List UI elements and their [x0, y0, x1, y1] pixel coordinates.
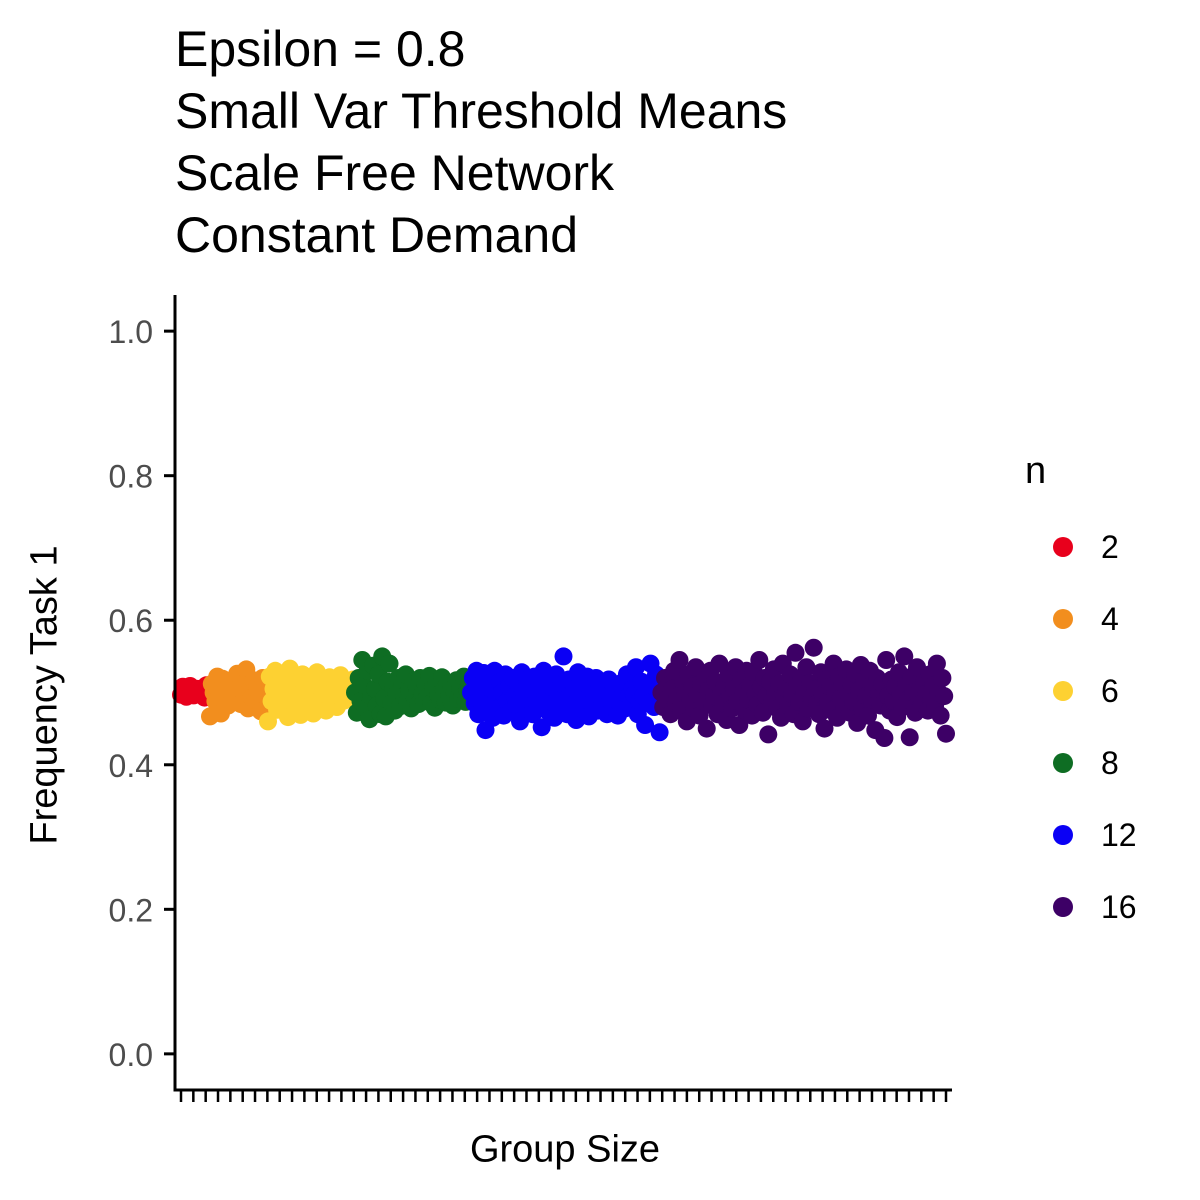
data-point — [900, 728, 919, 747]
legend: n 2 4 6 8 12 16 — [1025, 450, 1137, 943]
y-tick-label: 0.8 — [109, 459, 153, 495]
legend-label: 12 — [1101, 816, 1137, 853]
data-point — [937, 724, 955, 743]
data-point — [532, 718, 551, 737]
legend-label: 4 — [1101, 600, 1119, 637]
data-point — [730, 716, 749, 734]
legend-item: 16 — [1025, 871, 1137, 943]
data-point — [380, 654, 399, 673]
legend-key — [1053, 609, 1073, 629]
data-point — [933, 669, 952, 687]
data-point — [875, 729, 894, 747]
y-tick-label: 0.0 — [109, 1037, 153, 1073]
data-points — [172, 638, 955, 747]
legend-label: 2 — [1101, 528, 1119, 565]
legend-title: n — [1025, 450, 1047, 492]
data-point — [759, 725, 778, 744]
x-axis-label: Group Size — [469, 1128, 661, 1171]
data-point — [935, 687, 954, 706]
legend-key — [1053, 897, 1073, 917]
legend-key — [1053, 825, 1073, 845]
data-point — [815, 719, 834, 738]
y-tick-label: 0.4 — [109, 748, 153, 784]
data-point — [786, 643, 805, 662]
data-point — [859, 706, 877, 725]
legend-item: 2 — [1025, 511, 1137, 583]
title-line-2: Small Var Threshold Means — [175, 83, 788, 139]
data-point — [750, 651, 769, 669]
legend-item: 12 — [1025, 799, 1137, 871]
title-line-3: Scale Free Network — [175, 145, 615, 201]
axes: 0.0 0.2 0.4 0.6 0.8 1.0 — [109, 295, 952, 1102]
data-point — [804, 638, 823, 657]
data-point — [650, 723, 669, 742]
data-point — [895, 647, 914, 666]
y-tick-label: 0.2 — [109, 892, 153, 928]
legend-key — [1053, 753, 1073, 773]
y-tick-label: 1.0 — [109, 314, 153, 350]
legend-label: 6 — [1101, 672, 1119, 709]
data-point — [627, 658, 645, 677]
data-point — [469, 705, 488, 724]
legend-label: 16 — [1101, 888, 1137, 925]
data-point — [797, 658, 816, 677]
data-point — [636, 716, 655, 734]
legend-item: 6 — [1025, 655, 1137, 727]
legend-item: 8 — [1025, 727, 1137, 799]
data-point — [877, 651, 896, 669]
legend-key — [1053, 537, 1073, 557]
title-line-1: Epsilon = 0.8 — [175, 21, 466, 77]
y-tick-label: 0.6 — [109, 603, 153, 639]
legend-item: 4 — [1025, 583, 1137, 655]
legend-key — [1053, 681, 1073, 701]
data-point — [670, 651, 689, 669]
data-point — [697, 719, 716, 738]
data-point — [927, 654, 946, 673]
legend-label: 8 — [1101, 744, 1119, 781]
y-axis-label: Frequency Task 1 — [23, 545, 66, 845]
chart-title: Epsilon = 0.8 Small Var Threshold Means … — [175, 18, 975, 266]
data-point — [931, 706, 950, 725]
data-point — [554, 647, 573, 666]
title-line-4: Constant Demand — [175, 207, 579, 263]
